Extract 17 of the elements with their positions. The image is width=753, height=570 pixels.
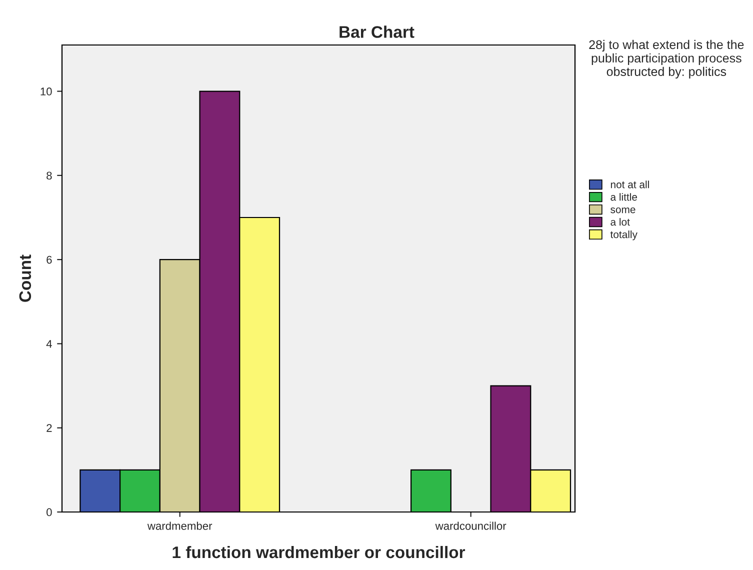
y-tick-label: 8 [46,172,52,180]
x-tick-label: wardcouncillor [435,522,506,530]
y-axis-title: Count [19,254,32,302]
y-tick-label: 4 [46,340,52,348]
y-tick-label: 2 [46,424,52,432]
legend-title: 28j to what extend is the the public participation process obstructed by: politics [589,40,744,78]
legend-label: some [610,208,636,214]
legend-label: not at all [610,180,649,188]
legend-label: totally [610,230,638,240]
chart-title: Bar Chart [340,26,414,38]
y-tick-label: 6 [46,256,52,264]
legend-label: a little [610,193,638,201]
x-tick-label: wardmember [147,522,212,530]
y-tick-label: 0 [46,508,52,516]
x-axis-title: 1 function wardmember or councillor [172,546,466,558]
y-tick-label: 10 [40,88,52,96]
legend-label: a lot [610,218,630,226]
